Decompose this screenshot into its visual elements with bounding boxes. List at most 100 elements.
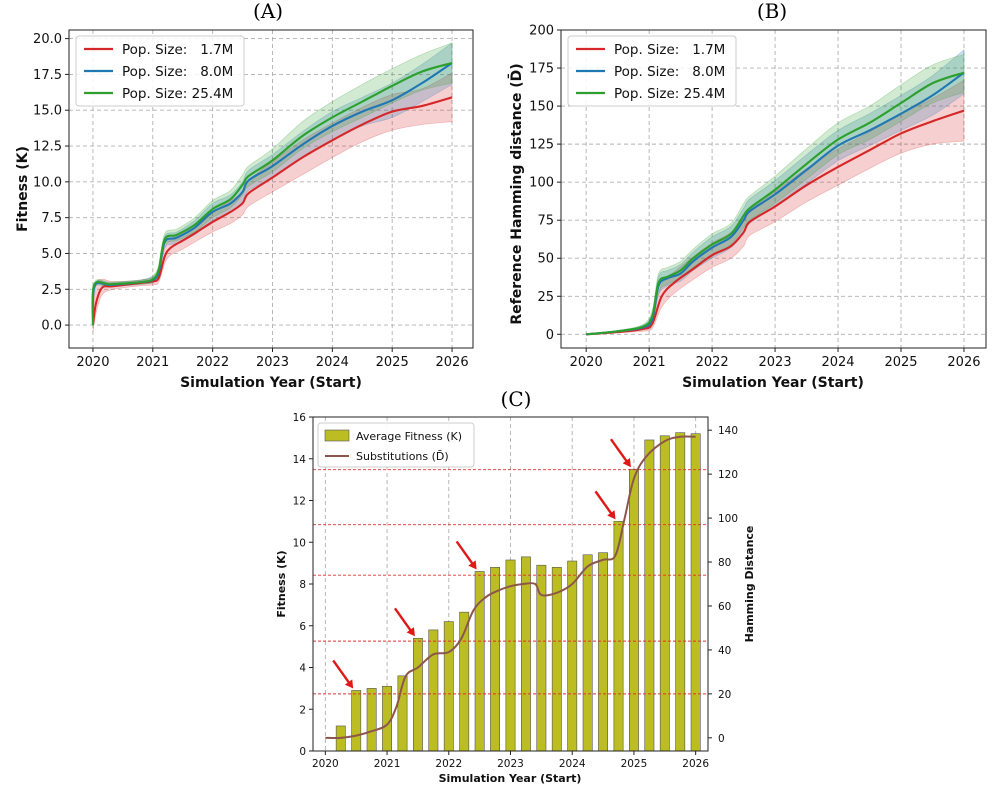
y-right-tick-label: 80 — [718, 557, 731, 569]
y-tick-label: 16 — [293, 412, 307, 424]
panel-b-legend-label-2: Pop. Size: 8.0M — [614, 64, 725, 80]
substitutions-line — [325, 435, 696, 739]
x-tick-label: 2025 — [884, 355, 917, 370]
annotation-arrow-4 — [594, 490, 613, 515]
y-tick-label: 2 — [299, 704, 306, 716]
panel-b-x-ticks: 2020 2021 2022 2023 2024 2025 2026 — [570, 348, 981, 370]
panel-c-legend-label-bar: Average Fitness (K) — [356, 430, 462, 443]
y-right-tick-label: 100 — [718, 513, 738, 525]
bar-6 — [412, 637, 423, 752]
series-line-1 — [586, 109, 965, 336]
x-tick-label: 2025 — [376, 355, 409, 370]
panel-b-y-label: Reference Hamming distance (D̄) — [506, 63, 525, 324]
bar-2 — [351, 690, 362, 752]
panel-c-legend-swatch-bar — [324, 429, 350, 442]
y-tick-label: 75 — [537, 214, 554, 229]
y-right-tick-label: 140 — [718, 425, 738, 437]
y-tick-label: 6 — [299, 621, 306, 633]
panel-a-legend-box — [75, 35, 245, 107]
bar-17 — [582, 554, 593, 752]
y-right-tick-label: 40 — [718, 645, 731, 657]
x-tick-label: 2023 — [256, 355, 289, 370]
series-line-2 — [586, 71, 965, 336]
x-tick-label: 2024 — [821, 355, 854, 370]
annotation-arrowhead-1 — [344, 679, 354, 689]
y-tick-label: 100 — [529, 176, 554, 191]
y-tick-label: 8 — [299, 579, 306, 591]
panel-c-legend-label-line: Substitutions (D̄) — [356, 450, 449, 463]
x-tick-label: 2026 — [682, 758, 709, 770]
annotation-arrowhead-5 — [622, 458, 631, 468]
confidence-band-2 — [586, 48, 965, 335]
panel-c-arrows — [332, 438, 631, 689]
series-line-1 — [91, 96, 453, 326]
panel-a-letter: (A) — [253, 0, 283, 23]
y-right-tick-label: 0 — [718, 733, 725, 745]
panel-a-legend-label-1: Pop. Size: 1.7M — [122, 42, 233, 58]
panel-a-y-ticks: 0.0 2.5 5.0 7.5 10.0 12.5 15.0 17.5 20.0 — [33, 32, 69, 334]
panel-a-legend-label-3: Pop. Size: 25.4M — [122, 86, 233, 102]
x-tick-label: 2020 — [76, 355, 109, 370]
y-tick-label: 2.5 — [41, 283, 62, 298]
bar-18 — [598, 552, 609, 752]
panel-c-y-ticks: 0 2 4 6 8 10 12 14 16 — [293, 412, 313, 758]
panel-a-lines — [91, 61, 453, 326]
y-tick-label: 4 — [299, 663, 306, 675]
panel-c-reference-lines — [313, 469, 708, 695]
panel-b-frame — [560, 29, 987, 349]
annotation-arrow-3 — [455, 540, 474, 565]
y-right-tick-label: 120 — [718, 469, 738, 481]
panel-a-y-label: Fitness (K) — [15, 146, 31, 232]
panel-c-bars — [335, 432, 701, 752]
annotation-arrow-5 — [609, 438, 628, 463]
y-tick-label: 10 — [293, 537, 306, 549]
y-tick-label: 125 — [529, 138, 554, 153]
panel-c-chart: 2020 2021 2022 2023 2024 2025 2026 0 2 4 6 8 10 12 14… — [275, 412, 756, 785]
x-tick-label: 2023 — [497, 758, 524, 770]
bar-22 — [659, 435, 670, 752]
y-tick-label: 0 — [546, 328, 554, 343]
annotation-arrowhead-4 — [607, 510, 616, 520]
bar-23 — [675, 432, 686, 752]
annotation-arrow-1 — [332, 659, 351, 684]
panel-b-legend-box — [567, 35, 737, 107]
panel-b-legend-label-1: Pop. Size: 1.7M — [614, 42, 725, 58]
panel-c-x-label: Simulation Year (Start) — [439, 772, 582, 785]
x-tick-label: 2020 — [570, 355, 603, 370]
panel-c-y-label-right: Hamming Distance — [743, 526, 756, 643]
bar-13 — [520, 556, 531, 752]
x-tick-label: 2021 — [374, 758, 401, 770]
panel-c-legend: Average Fitness (K) Substitutions (D̄) — [317, 422, 475, 468]
y-tick-label: 14 — [293, 454, 307, 466]
panel-b-letter: (B) — [757, 0, 787, 23]
panel-a-legend-label-2: Pop. Size: 8.0M — [122, 64, 233, 80]
bar-21 — [644, 439, 655, 752]
annotation-arrowhead-3 — [468, 560, 477, 570]
y-right-tick-label: 60 — [718, 601, 731, 613]
panel-b-legend: Pop. Size: 1.7M Pop. Size: 8.0M Pop. Siz… — [567, 35, 737, 107]
panel-a-legend: Pop. Size: 1.7M Pop. Size: 8.0M Pop. Siz… — [75, 35, 245, 107]
x-tick-label: 2023 — [759, 355, 792, 370]
panel-a-x-label: Simulation Year (Start) — [180, 375, 362, 391]
x-tick-label: 2020 — [312, 758, 339, 770]
panel-c-x-ticks: 2020 2021 2022 2023 2024 2025 2026 — [312, 751, 709, 770]
panel-c-legend-box — [317, 422, 475, 468]
y-tick-label: 175 — [529, 62, 554, 77]
bar-14 — [536, 564, 547, 752]
y-tick-label: 12 — [293, 496, 306, 508]
y-tick-label: 0.0 — [41, 319, 62, 334]
x-tick-label: 2026 — [947, 355, 980, 370]
panel-b-y-ticks: 0 25 50 75 100 125 150 175 200 — [529, 24, 561, 343]
y-tick-label: 25 — [537, 290, 554, 305]
panel-a-bands — [92, 42, 453, 333]
y-tick-label: 20.0 — [33, 32, 62, 47]
x-tick-label: 2022 — [435, 758, 462, 770]
bar-12 — [505, 559, 516, 752]
panel-b-legend-label-3: Pop. Size: 25.4M — [614, 86, 725, 102]
x-tick-label: 2025 — [621, 758, 648, 770]
bar-16 — [567, 560, 578, 752]
y-tick-label: 5.0 — [41, 247, 62, 262]
panel-a-x-ticks: 2020 2021 2022 2023 2024 2025 2026 — [76, 348, 469, 370]
bar-20 — [629, 468, 639, 752]
